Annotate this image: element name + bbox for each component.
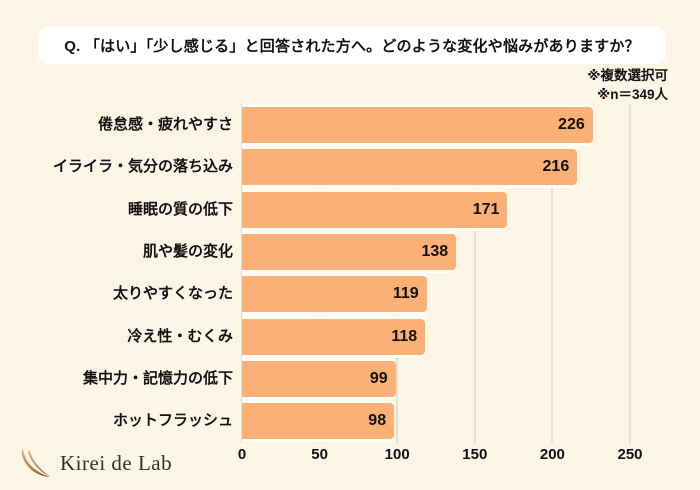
category-label: 冷え性・むくみ xyxy=(127,327,233,345)
category-label: 肌や髪の変化 xyxy=(142,242,233,260)
bar-row: 太りやすくなった 119 xyxy=(0,276,700,313)
gridline-250 xyxy=(629,104,631,443)
x-tick-label-200: 200 xyxy=(539,446,565,463)
gridline-50 xyxy=(318,104,321,443)
value-label: 118 xyxy=(391,327,418,345)
x-tick-label-250: 250 xyxy=(617,446,643,463)
bar-row: 睡眠の質の低下 171 xyxy=(0,191,700,228)
bar-row: 倦怠感・疲れやすさ 226 xyxy=(0,107,700,143)
category-label: 集中力・記憶力の低下 xyxy=(82,369,233,387)
bar: 99 xyxy=(242,360,396,397)
gridline-150 xyxy=(473,104,476,443)
value-label: 98 xyxy=(368,412,387,430)
note-sample-size: ※n＝349人 xyxy=(597,87,668,102)
value-label: 119 xyxy=(392,285,419,303)
bar-row: 冷え性・むくみ 118 xyxy=(0,318,700,355)
category-label: 睡眠の質の低下 xyxy=(127,200,233,218)
logo-text: Kirei de Lab xyxy=(60,451,173,475)
bar-row: イライラ・気分の落ち込み 216 xyxy=(0,149,700,186)
chart-notes: ※複数選択可 ※n＝349人 xyxy=(587,66,668,104)
value-label: 171 xyxy=(472,200,500,218)
bar: 216 xyxy=(242,149,578,186)
bar-row: 肌や髪の変化 138 xyxy=(0,233,700,270)
bar: 118 xyxy=(242,318,426,355)
category-label: 太りやすくなった xyxy=(112,285,233,303)
category-label: イライラ・気分の落ち込み xyxy=(52,158,233,176)
value-label: 99 xyxy=(369,369,388,387)
gridline-0 xyxy=(241,104,243,443)
category-label: 倦怠感・疲れやすさ xyxy=(97,116,233,133)
gridline-200 xyxy=(551,104,554,443)
bar: 226 xyxy=(242,107,593,143)
bar-row: 集中力・記憶力の低下 99 xyxy=(0,360,700,397)
question-title-box: Q. 「はい」「少し感じる」と回答された方へ。どのような変化や悩みがありますか？ xyxy=(38,27,666,64)
feather-icon xyxy=(21,448,51,478)
x-tick-label-0: 0 xyxy=(237,446,247,463)
question-title: Q. 「はい」「少し感じる」と回答された方へ。どのような変化や悩みがありますか？ xyxy=(64,38,640,55)
gridline-100 xyxy=(396,104,399,443)
x-tick-label-100: 100 xyxy=(384,446,410,463)
value-label: 138 xyxy=(421,242,449,260)
note-multiple-choice: ※複数選択可 xyxy=(587,68,668,83)
x-tick-label-150: 150 xyxy=(462,446,488,463)
bar: 119 xyxy=(242,276,427,313)
x-tick-label-50: 50 xyxy=(311,446,328,463)
brand-logo: Kirei de Lab xyxy=(20,448,172,479)
category-label: ホットフラッシュ xyxy=(112,412,233,430)
bar: 171 xyxy=(242,191,508,228)
value-label: 216 xyxy=(542,158,570,176)
bar-row: ホットフラッシュ 98 xyxy=(0,403,700,440)
bar: 138 xyxy=(242,233,457,270)
value-label: 226 xyxy=(558,116,585,133)
bar: 98 xyxy=(242,403,395,440)
